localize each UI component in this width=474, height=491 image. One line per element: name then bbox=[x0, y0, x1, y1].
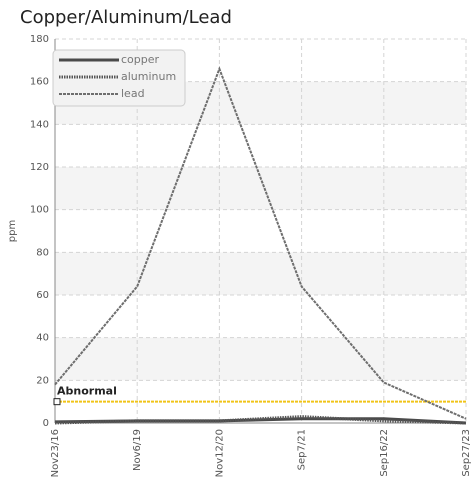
y-tick-label: 120 bbox=[30, 162, 49, 173]
grid-band bbox=[55, 167, 466, 210]
legend-box bbox=[52, 49, 186, 107]
x-tick-label: Nov12/20 bbox=[214, 429, 225, 477]
threshold-label: Abnormal bbox=[57, 385, 117, 398]
y-tick-label: 40 bbox=[36, 333, 49, 344]
y-tick-label: 0 bbox=[43, 418, 49, 429]
y-tick-label: 180 bbox=[30, 34, 49, 45]
threshold-marker bbox=[53, 398, 61, 406]
x-tick-label: Nov23/16 bbox=[50, 429, 61, 477]
legend-label: lead bbox=[121, 87, 145, 100]
x-tick-label: Sep16/22 bbox=[379, 429, 390, 477]
y-axis-label: ppm bbox=[7, 220, 18, 242]
series-line bbox=[54, 415, 467, 425]
y-tick-label: 80 bbox=[36, 247, 49, 258]
series-line bbox=[54, 66, 467, 420]
legend-label: copper bbox=[121, 53, 160, 66]
x-tick-label: Nov6/19 bbox=[132, 429, 143, 471]
y-tick-label: 100 bbox=[30, 205, 49, 216]
legend-label: aluminum bbox=[121, 70, 176, 83]
y-tick-label: 140 bbox=[30, 119, 49, 130]
x-tick-label: Sep27/23 bbox=[461, 429, 472, 477]
chart-title: Copper/Aluminum/Lead bbox=[20, 7, 232, 28]
y-tick-label: 20 bbox=[36, 375, 49, 386]
grid-band bbox=[55, 252, 466, 295]
x-tick-label: Sep7/21 bbox=[297, 429, 308, 470]
y-tick-label: 160 bbox=[30, 77, 49, 88]
y-tick-label: 60 bbox=[36, 290, 49, 301]
grid-band bbox=[55, 337, 466, 381]
